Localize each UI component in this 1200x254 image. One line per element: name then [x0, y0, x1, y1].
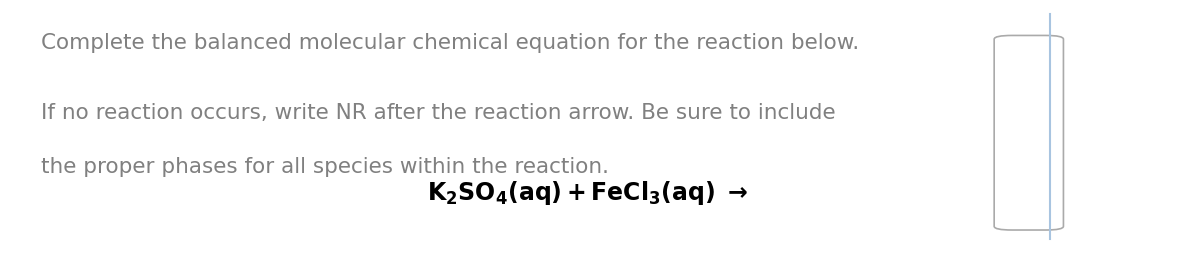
FancyBboxPatch shape — [994, 36, 1063, 230]
Text: the proper phases for all species within the reaction.: the proper phases for all species within… — [41, 157, 610, 177]
Text: If no reaction occurs, write NR after the reaction arrow. Be sure to include: If no reaction occurs, write NR after th… — [41, 102, 835, 122]
Text: $\mathbf{K_2SO_4}$$\mathbf{(aq) + FeCl_3(aq)\ \rightarrow}$: $\mathbf{K_2SO_4}$$\mathbf{(aq) + FeCl_3… — [427, 179, 748, 207]
Text: Complete the balanced molecular chemical equation for the reaction below.: Complete the balanced molecular chemical… — [41, 33, 859, 53]
